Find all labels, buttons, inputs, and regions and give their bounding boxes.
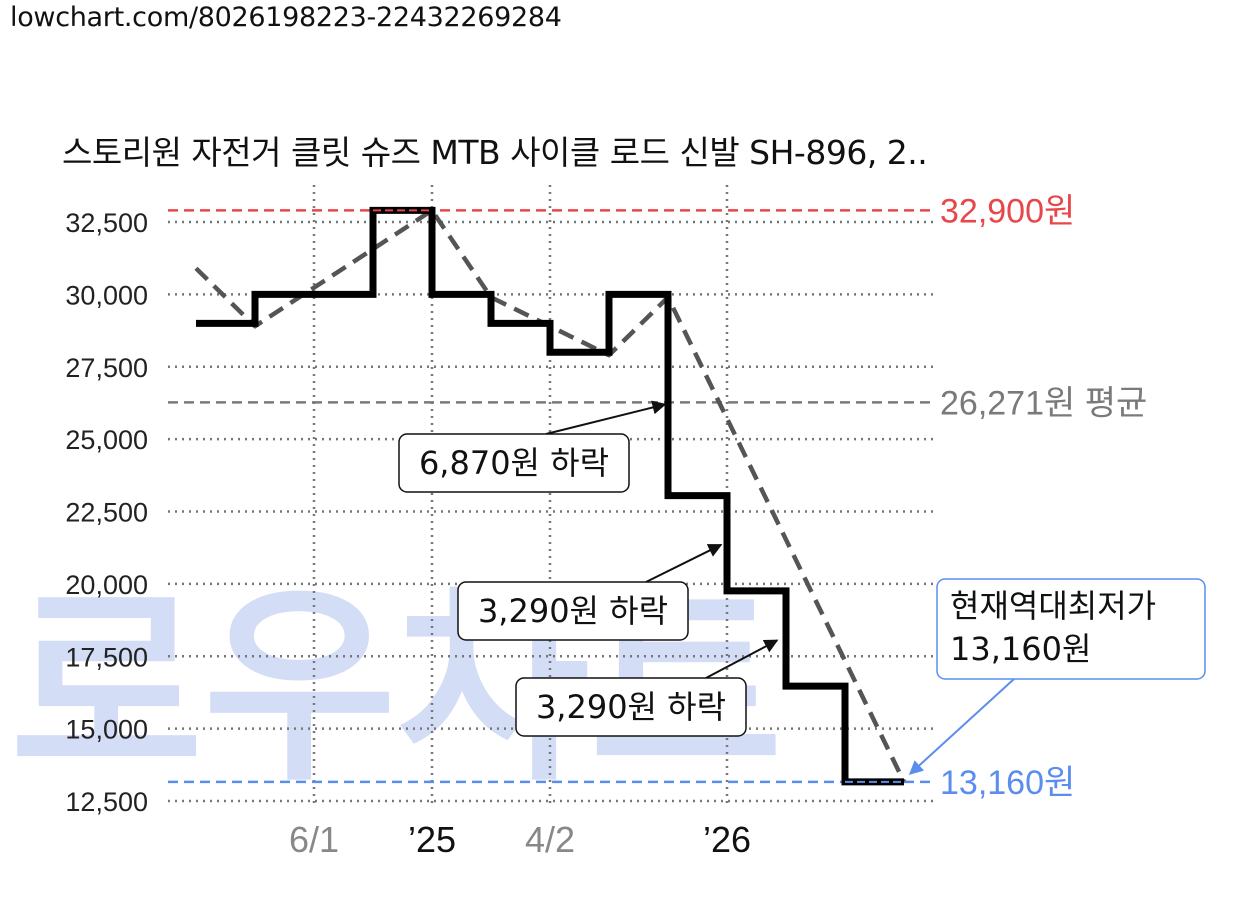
x-tick-label: 4/2: [525, 819, 575, 860]
y-tick-label: 12,500: [65, 787, 148, 817]
y-tick-label: 15,000: [65, 715, 148, 745]
reference-label: 26,271원 평균: [940, 384, 1147, 422]
annotation-text: 6,870원 하락: [419, 444, 609, 482]
price-step-line: [196, 206, 904, 786]
url-text: lowchart.com/8026198223-22432269284: [10, 2, 562, 33]
annotation-text: 3,290원 하락: [536, 688, 726, 726]
callout-line2: 13,160원: [950, 630, 1091, 668]
x-tick-label: ’25: [408, 819, 456, 860]
annotation-text: 3,290원 하락: [478, 592, 668, 630]
y-tick-label: 32,500: [65, 208, 148, 238]
y-tick-label: 20,000: [65, 570, 148, 600]
annotation-box: [398, 433, 630, 493]
x-tick-label: ’26: [703, 819, 751, 860]
callout-line1: 현재역대최저가: [950, 587, 1156, 625]
reference-label: 32,900원: [940, 192, 1075, 230]
y-tick-label: 17,500: [65, 642, 148, 672]
annotation-arrow: [705, 639, 779, 679]
annotation-box: [515, 677, 747, 737]
annotation-arrow: [645, 543, 723, 583]
y-tick-label: 27,500: [65, 353, 148, 383]
annotation-box: [457, 581, 689, 641]
y-tick-label: 30,000: [65, 280, 148, 310]
y-tick-label: 22,500: [65, 498, 148, 528]
reference-label: 13,160원: [940, 764, 1075, 802]
callout-arrow: [908, 678, 1015, 775]
chart-title: 스토리원 자전거 클릿 슈즈 MTB 사이클 로드 신발 SH-896, 2..: [62, 133, 928, 172]
callout-box: [936, 578, 1206, 680]
y-tick-label: 25,000: [65, 425, 148, 455]
x-tick-label: 6/1: [289, 819, 339, 860]
annotation-arrow: [545, 400, 667, 435]
